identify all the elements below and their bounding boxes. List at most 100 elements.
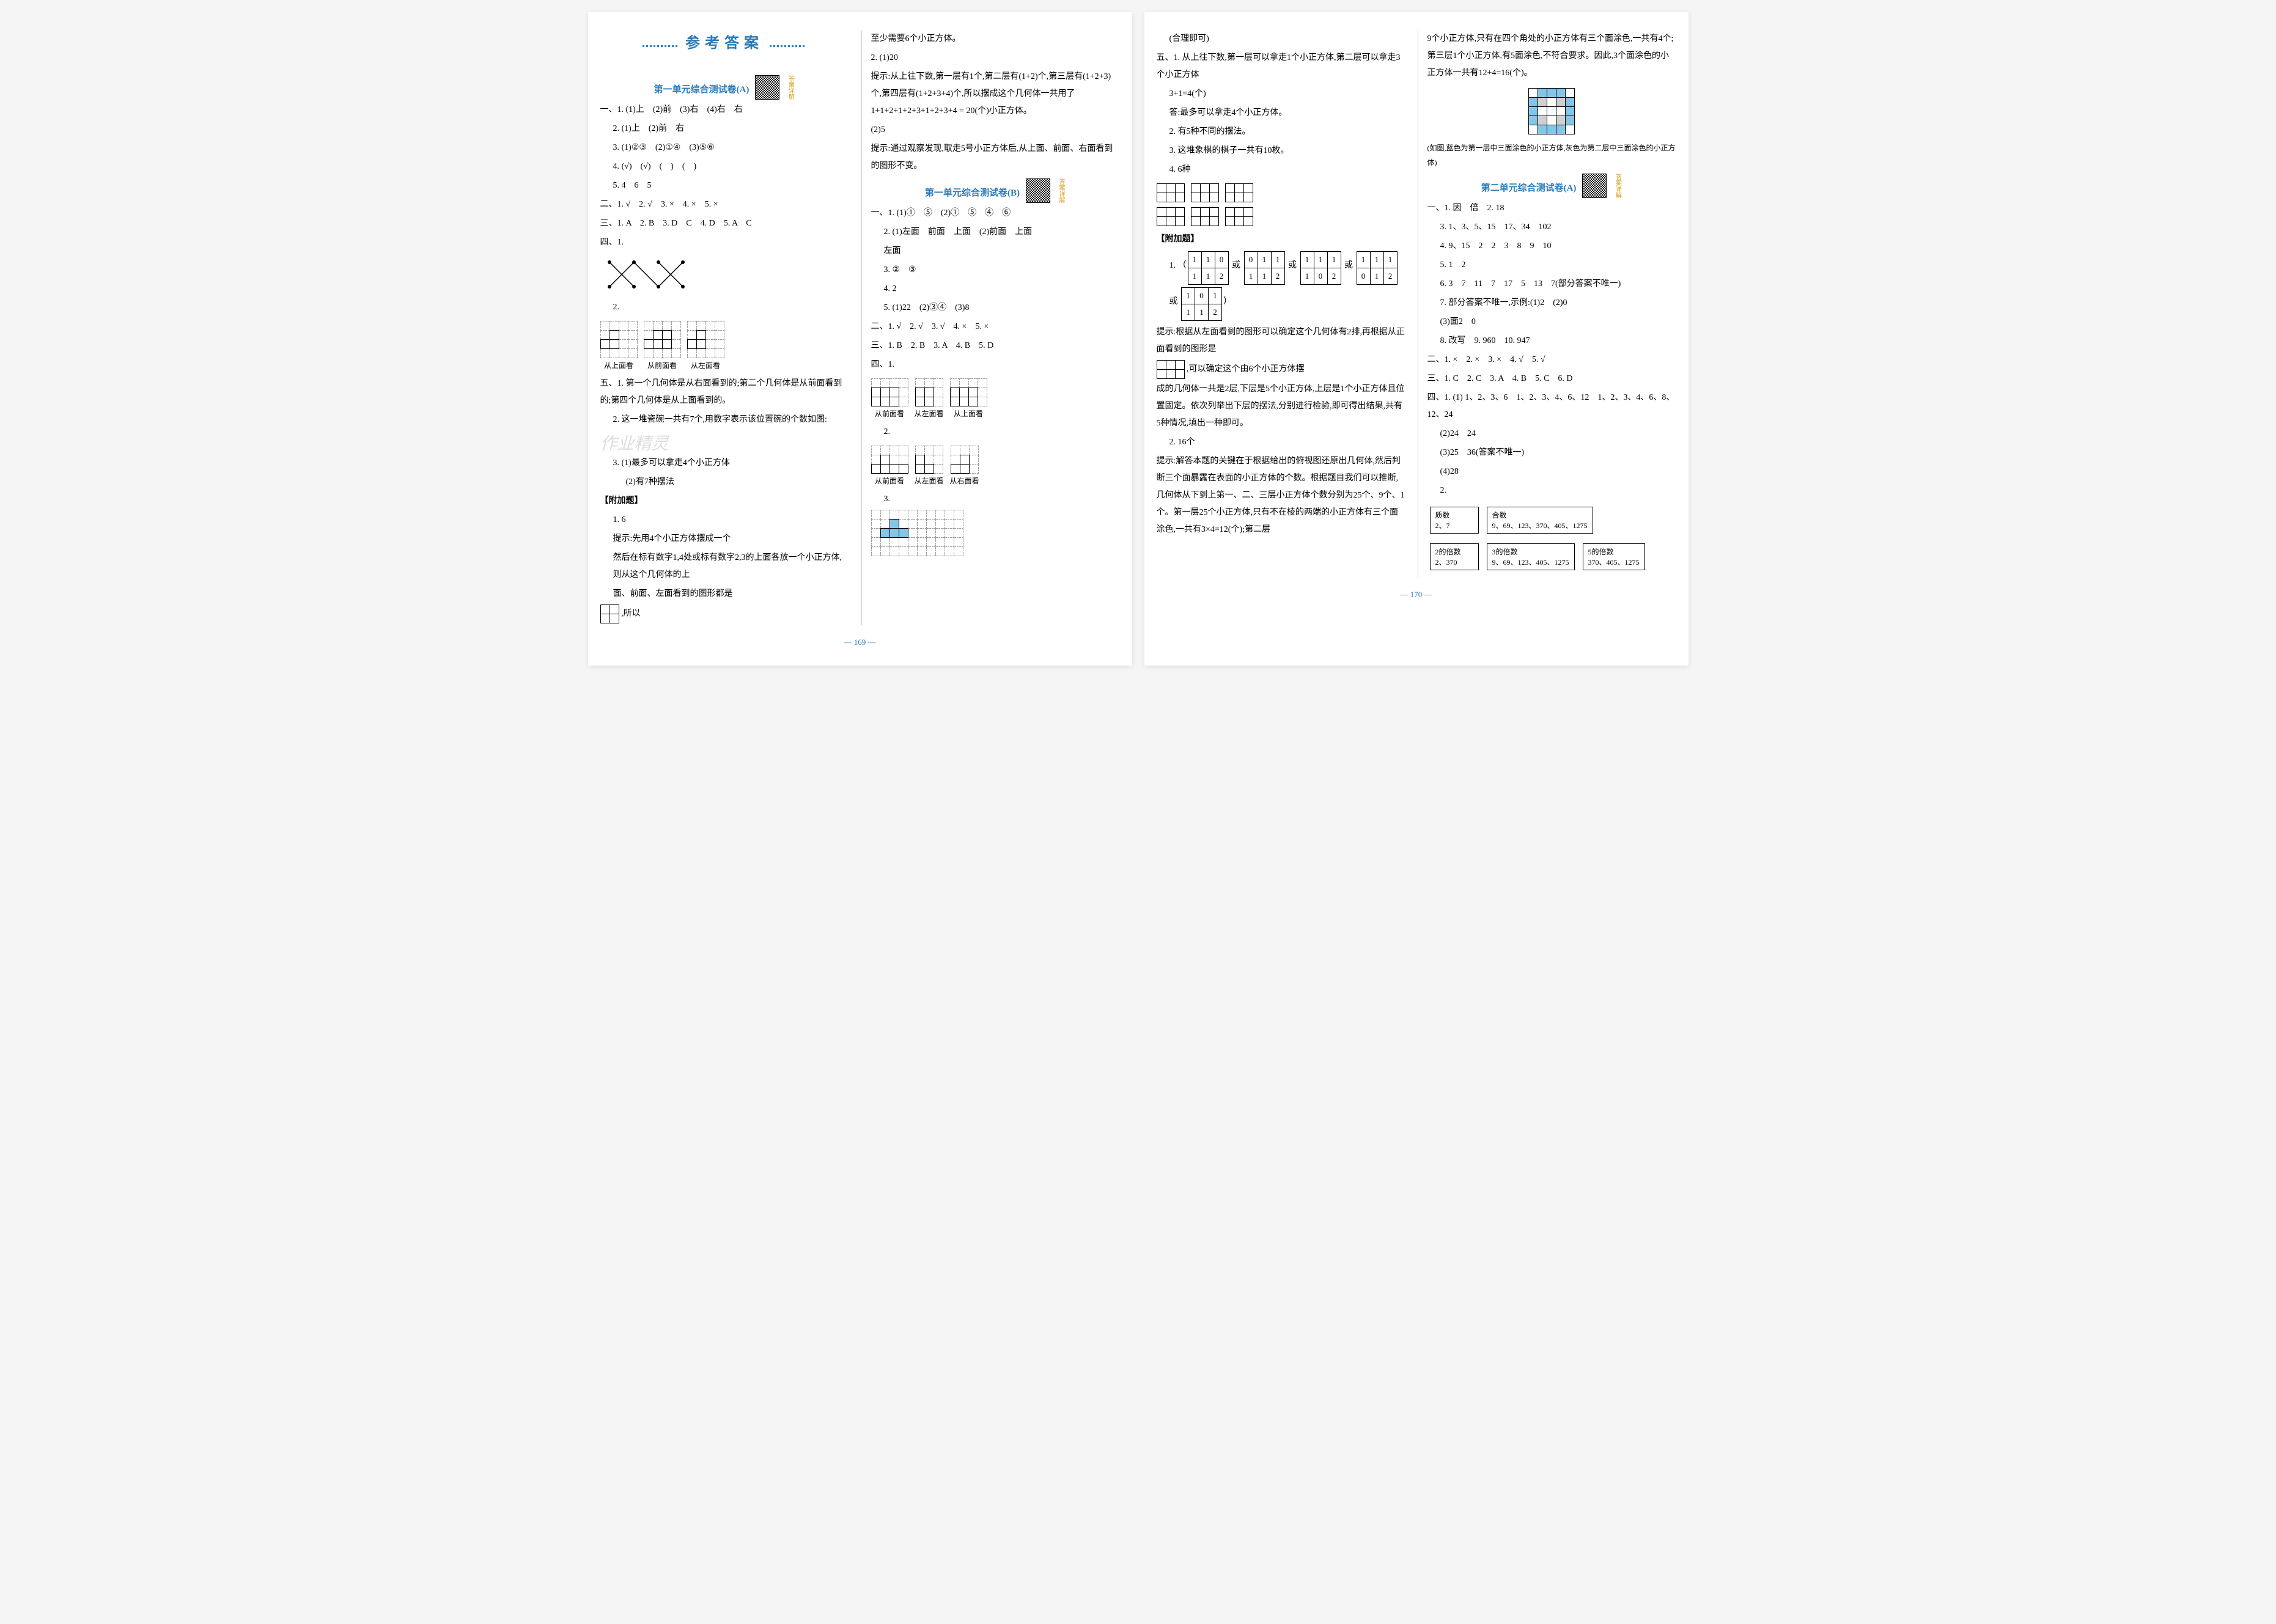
hint-text: 提示:先用4个小正方体摆成一个 (600, 531, 849, 548)
grid-group: 从左面看 (915, 446, 944, 486)
grid-label: 从前面看 (875, 476, 904, 486)
inline-shape (1157, 360, 1185, 379)
box-label: 合数 (1492, 510, 1588, 520)
grid-shape (1225, 183, 1253, 202)
column-1: 参考答案 第一单元综合测试卷(A) 答案详解 一、1. (1)上 (2)前 (3… (600, 31, 849, 625)
page-number: — 170 — (1157, 590, 1676, 600)
answer-text: 9个小正方体,只有在四个角处的小正方体有三个面涂色,一共有4个;第三层1个小正方… (1427, 31, 1676, 82)
hint-part: ,所以 (621, 609, 641, 619)
grid-group: 从左面看 (915, 378, 944, 419)
grid-shape (600, 321, 638, 358)
grid-shape (871, 446, 908, 474)
label: 1. (1169, 261, 1176, 270)
number-box: 111012 (1357, 251, 1398, 285)
hint-text: 然后在标有数字1,4处或标有数字2,3的上面各放一个小正方体,则从这个几何体的上 (600, 549, 849, 584)
grid-shape (687, 321, 724, 358)
grid-group: 从右面看 (950, 446, 979, 486)
number-box: 111102 (1300, 251, 1341, 285)
title-decoration: 参考答案 (600, 31, 849, 61)
answer-text: 5. 1 2 (1427, 257, 1676, 274)
grid-group: 从前面看 (644, 321, 681, 370)
answer-text: 2. 这一堆瓷碗一共有7个,用数字表示该位置碗的个数如图: (600, 411, 849, 428)
box-items: 370、405、1275 (1588, 557, 1640, 567)
grid-group: 从前面看 (871, 446, 908, 486)
page-number: — 169 — (600, 637, 1120, 647)
grid-label: 从上面看 (604, 360, 633, 370)
grid-group: 从左面看 (687, 321, 724, 370)
qr-label: 答案详解 (1613, 174, 1622, 198)
answer-text: 1. 6 (600, 512, 849, 529)
grid-shape (950, 378, 987, 406)
answer-text: 二、1. √ 2. √ 3. × 4. × 5. × (600, 196, 849, 213)
answer-text: 5. (1)22 (2)③④ (3)8 (871, 299, 1120, 317)
classification-row: 质数 2、7 合数 9、69、123、370、405、1275 (1427, 504, 1676, 536)
answer-text: 2. (600, 299, 849, 316)
number-box: 101112 (1181, 287, 1222, 321)
grid-shape (871, 378, 908, 406)
answer-text: 3. ② ③ (871, 262, 1120, 279)
classify-mult3: 3的倍数 9、69、123、405、1275 (1487, 543, 1575, 570)
hint-text: 提示:解答本题的关键在于根据给出的俯视图还原出几何体,然后判断三个面暴露在表面的… (1157, 453, 1405, 538)
qr-code-icon (1026, 178, 1050, 203)
answer-text: 1. （110112 或 011112 或 111102 或 111012 或 … (1157, 250, 1405, 322)
answer-text: 四、1. (871, 356, 1120, 373)
hint-part: ,可以确定这个由6个小正方体摆 (1187, 365, 1305, 374)
page-num-value: 170 (1410, 590, 1423, 599)
answer-text: 左面 (871, 243, 1120, 260)
hint-text: 提示:根据从左面看到的图形可以确定这个几何体有2排,再根据从正面看到的图形是 (1157, 324, 1405, 358)
answer-text: 二、1. × 2. × 3. × 4. √ 5. √ (1427, 351, 1676, 369)
answer-text: 4. (√) (√) ( ) ( ) (600, 158, 849, 175)
column-4: 9个小正方体,只有在四个角处的小正方体有三个面涂色,一共有4个;第三层1个小正方… (1418, 31, 1676, 578)
grid-group: 从上面看 (950, 378, 987, 419)
grid-shape (951, 446, 979, 474)
answer-text: 2. (1)左面 前面 上面 (2)前面 上面 (871, 224, 1120, 241)
qr-code-icon (1582, 174, 1607, 198)
title-line-left (643, 45, 679, 47)
answer-text: 3. 1、3、5、15 17、34 102 (1427, 219, 1676, 236)
hint-text: 提示:从上往下数,第一层有1个,第二层有(1+2)个,第三层有(1+2+3)个,… (871, 68, 1120, 120)
classify-prime: 质数 2、7 (1430, 507, 1479, 534)
page-num-value: 169 (854, 637, 866, 647)
classify-mult5: 5的倍数 370、405、1275 (1583, 543, 1645, 570)
grid-shape (644, 321, 681, 358)
box-label: 质数 (1435, 510, 1473, 520)
box-items: 2、7 (1435, 520, 1473, 531)
classify-mult2: 2的倍数 2、370 (1430, 543, 1479, 570)
classification-row: 2的倍数 2、370 3的倍数 9、69、123、405、1275 5的倍数 3… (1427, 541, 1676, 573)
grid-label: 从前面看 (647, 360, 677, 370)
answer-text: 2. (1)上 (2)前 右 (600, 120, 849, 138)
hint-text: 面、前面、左面看到的图形都是 (600, 586, 849, 603)
answer-text: 2. 有5种不同的摆法。 (1157, 123, 1405, 141)
answer-text: 四、1. (600, 234, 849, 251)
extra-heading: 【附加题】 (1157, 231, 1405, 248)
section-header-2a: 第二单元综合测试卷(A) 答案详解 (1427, 172, 1676, 200)
answer-text: (合理即可) (1157, 31, 1405, 48)
grid-shape-colored (871, 510, 963, 556)
answer-text: 3+1=4(个) (1157, 86, 1405, 103)
section-title-1a: 第一单元综合测试卷(A) (654, 83, 749, 95)
answer-text: 4. 6种 (1157, 161, 1405, 178)
answer-text: 3. (1)最多可以拿走4个小正方体 (600, 455, 849, 472)
answer-text: 二、1. √ 2. √ 3. √ 4. × 5. × (871, 318, 1120, 336)
number-box: 110112 (1188, 251, 1229, 285)
answer-text: 6. 3 7 11 7 17 5 13 7(部分答案不唯一) (1427, 276, 1676, 293)
grid-shape (1225, 207, 1253, 226)
answer-text: 一、1. (1)① ⑤ (2)① ⑤ ④ ⑥ (871, 205, 1120, 222)
page-container: 参考答案 第一单元综合测试卷(A) 答案详解 一、1. (1)上 (2)前 (3… (588, 12, 1689, 666)
classify-composite: 合数 9、69、123、370、405、1275 (1487, 507, 1593, 534)
answer-text: 五、1. 从上往下数,第一层可以拿走1个小正方体,第二层可以拿走3个小正方体 (1157, 50, 1405, 84)
grid-shape (1157, 183, 1185, 202)
answer-text: 3. (871, 491, 1120, 508)
answer-text: 3. 这堆象棋的棋子一共有10枚。 (1157, 142, 1405, 160)
answer-text: 8. 改写 9. 960 10. 947 (1427, 333, 1676, 350)
right-columns: (合理即可) 五、1. 从上往下数,第一层可以拿走1个小正方体,第二层可以拿走3… (1157, 31, 1676, 578)
hint-part: 面、前面、左面看到的图形都是 (613, 589, 733, 598)
answer-text: 三、1. B 2. B 3. A 4. B 5. D (871, 337, 1120, 355)
hint-text: 提示:通过观察发现,取走5号小正方体后,从上面、前面、右面看到的图形不变。 (871, 141, 1120, 175)
answer-text: 三、1. A 2. B 3. D C 4. D 5. A C (600, 215, 849, 232)
answer-text: (2)5 (871, 122, 1120, 139)
hint-label: 提示:先用4个小正方体摆成一个 (613, 534, 731, 543)
box-label: 5的倍数 (1588, 546, 1640, 557)
qr-label: 答案详解 (786, 75, 795, 100)
answer-text: 一、1. 因 倍 2. 18 (1427, 200, 1676, 217)
